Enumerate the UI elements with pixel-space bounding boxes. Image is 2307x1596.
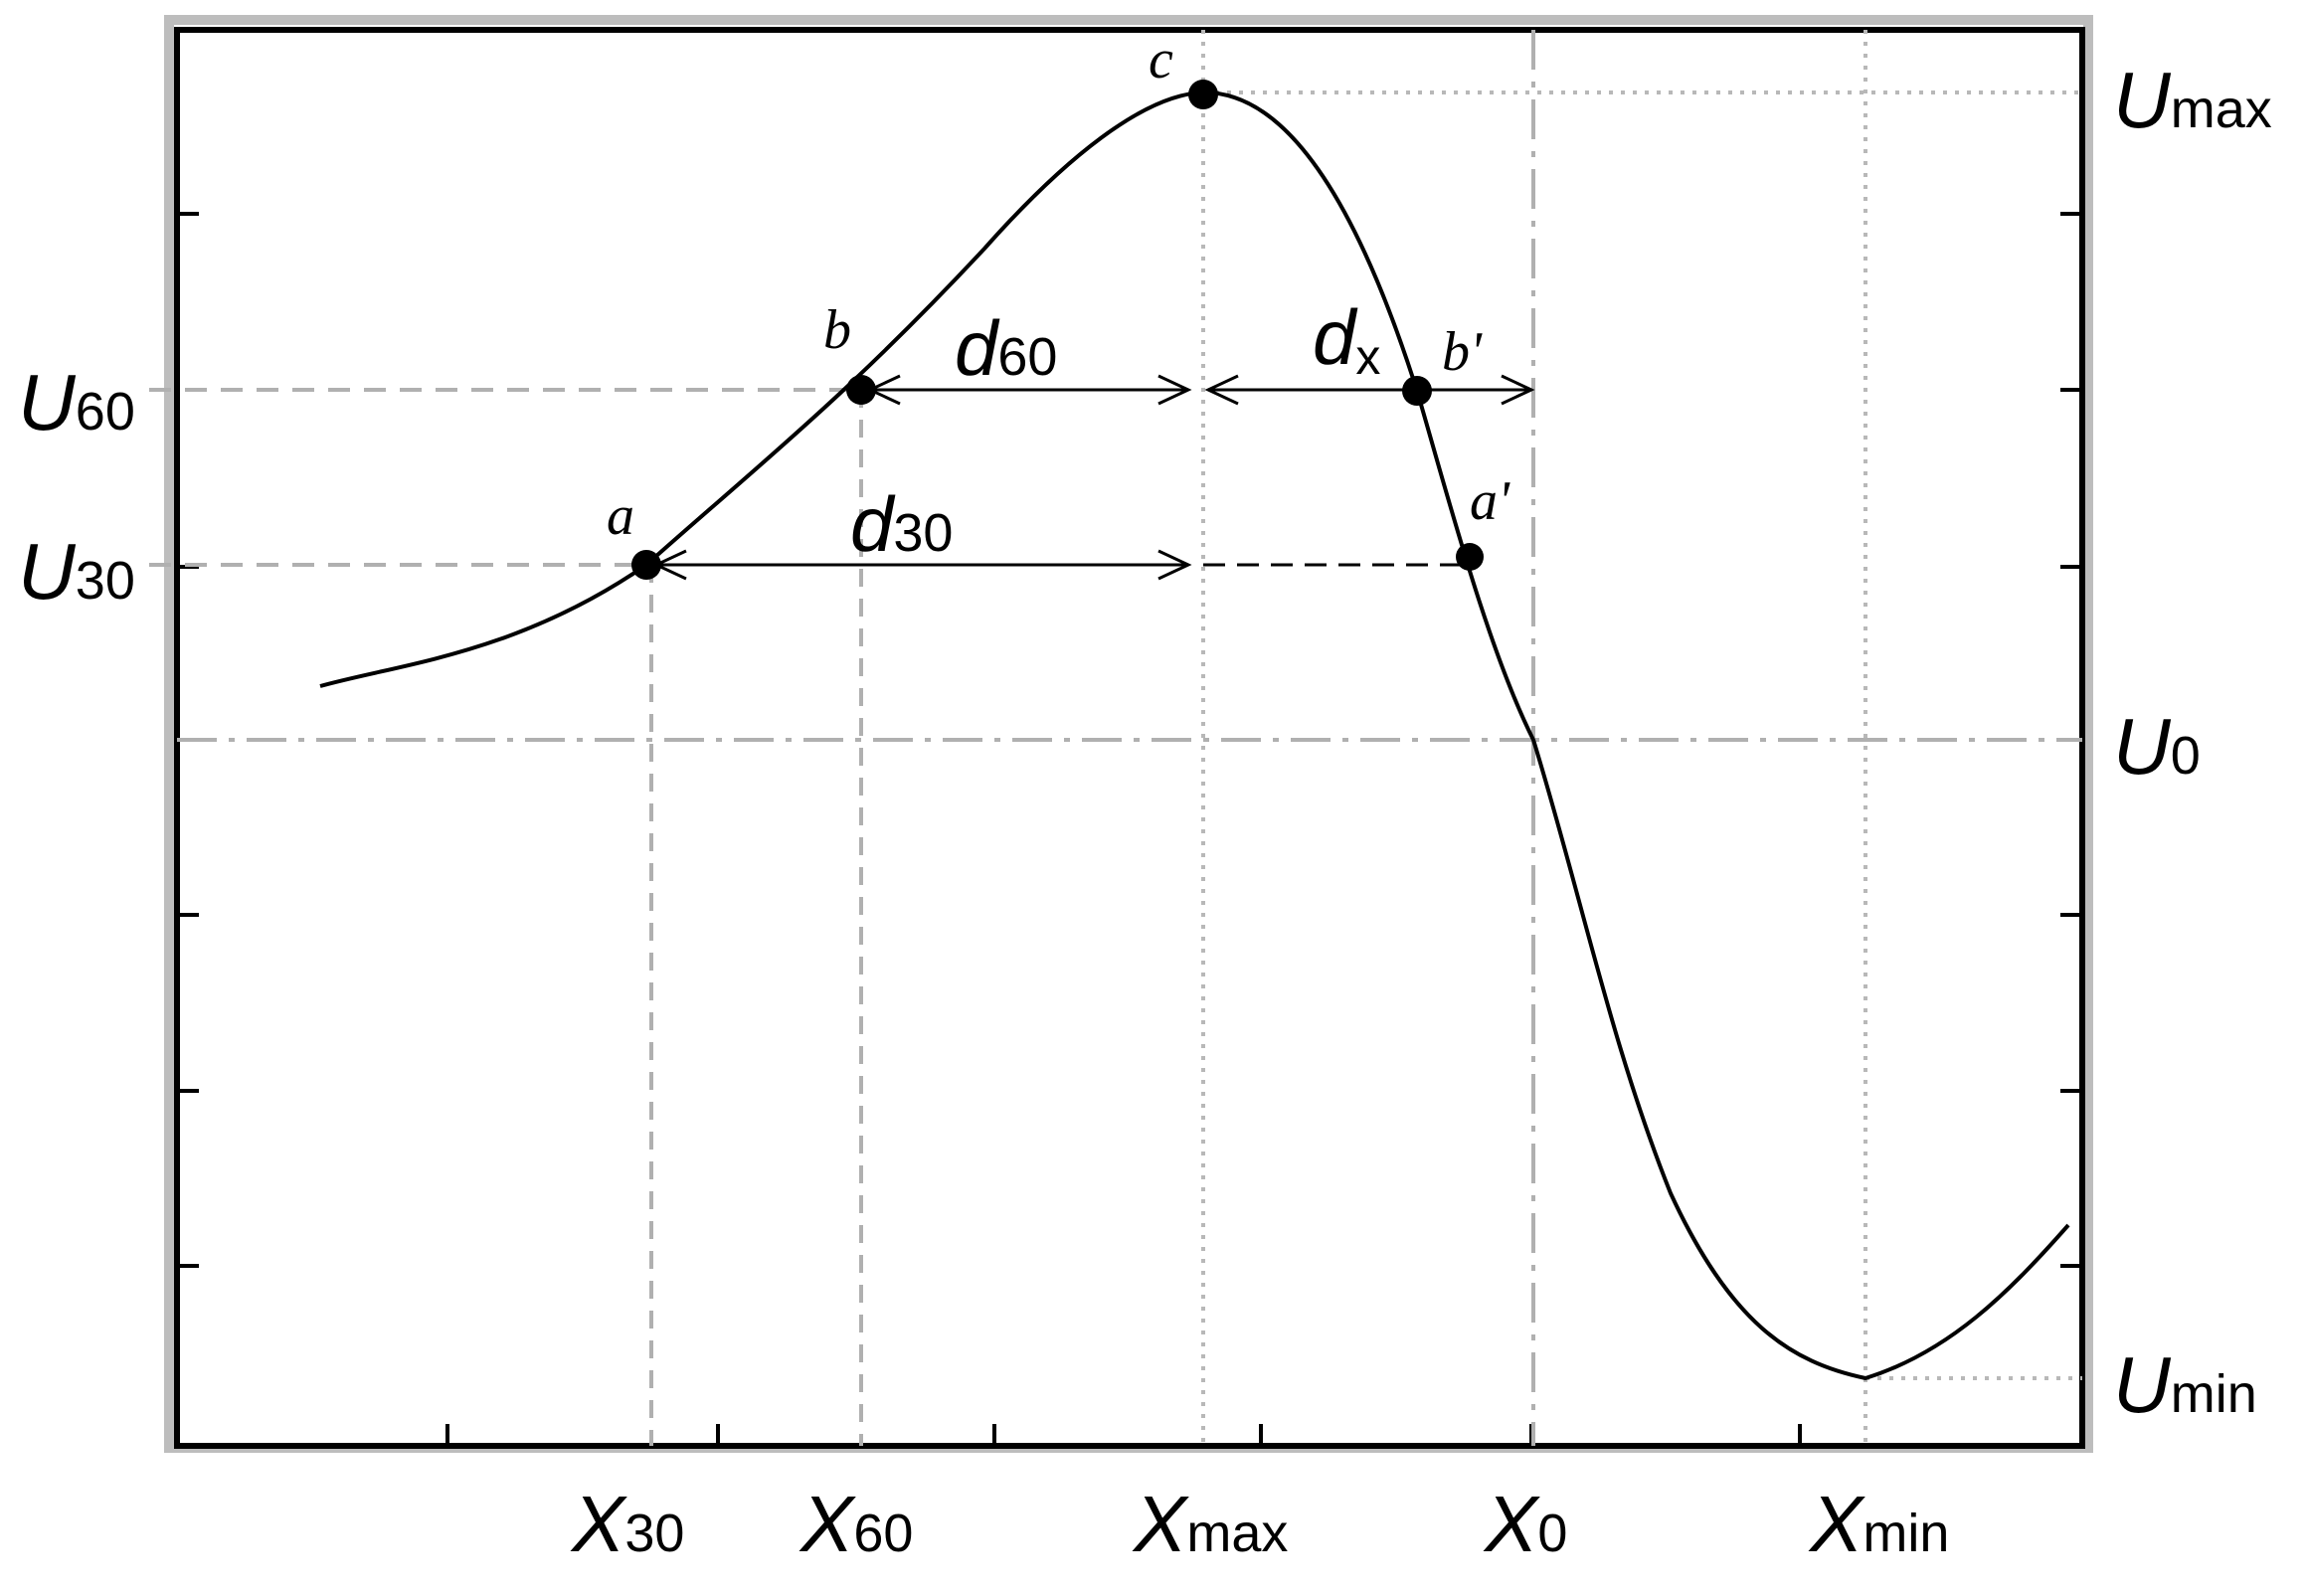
label-x60: X60 bbox=[799, 1480, 913, 1568]
label-a-prime: a' bbox=[1470, 470, 1510, 532]
dashed-guides bbox=[149, 30, 2082, 1446]
distance-lines bbox=[652, 374, 1535, 581]
point-b-prime bbox=[1402, 376, 1432, 406]
point-b bbox=[846, 375, 876, 405]
marked-points bbox=[631, 80, 1484, 580]
point-c bbox=[1188, 80, 1218, 109]
label-b: b bbox=[823, 299, 851, 361]
label-a: a bbox=[607, 485, 634, 547]
label-d30: d30 bbox=[850, 480, 953, 568]
label-xmin: Xmin bbox=[1808, 1480, 1949, 1568]
plot-frame bbox=[164, 15, 2093, 1453]
label-umin: Umin bbox=[2113, 1340, 2257, 1429]
label-d60: d60 bbox=[955, 304, 1057, 392]
label-u0: U0 bbox=[2113, 702, 2201, 791]
right-ticks bbox=[2060, 212, 2082, 1268]
left-axis-labels: U60 U30 bbox=[18, 358, 135, 616]
label-x30: X30 bbox=[570, 1480, 684, 1568]
signal-curve bbox=[319, 89, 2070, 1381]
right-axis-labels: Umax U0 Umin bbox=[2113, 56, 2272, 1429]
point-labels: a b c b' a' bbox=[607, 29, 1510, 547]
label-u60: U60 bbox=[18, 358, 135, 446]
label-b-prime: b' bbox=[1442, 321, 1483, 383]
label-u30: U30 bbox=[18, 527, 135, 616]
distance-labels: d60 d30 dx bbox=[850, 293, 1380, 568]
label-x0: X0 bbox=[1483, 1480, 1567, 1568]
point-a bbox=[631, 550, 661, 580]
label-dx: dx bbox=[1313, 293, 1380, 385]
dotted-guides bbox=[1201, 30, 2082, 1446]
bottom-axis-labels: X30 X60 Xmax X0 Xmin bbox=[570, 1480, 1949, 1568]
label-umax: Umax bbox=[2113, 56, 2272, 144]
point-a-prime bbox=[1456, 543, 1484, 571]
label-c: c bbox=[1149, 29, 1173, 90]
label-xmax: Xmax bbox=[1132, 1480, 1288, 1568]
